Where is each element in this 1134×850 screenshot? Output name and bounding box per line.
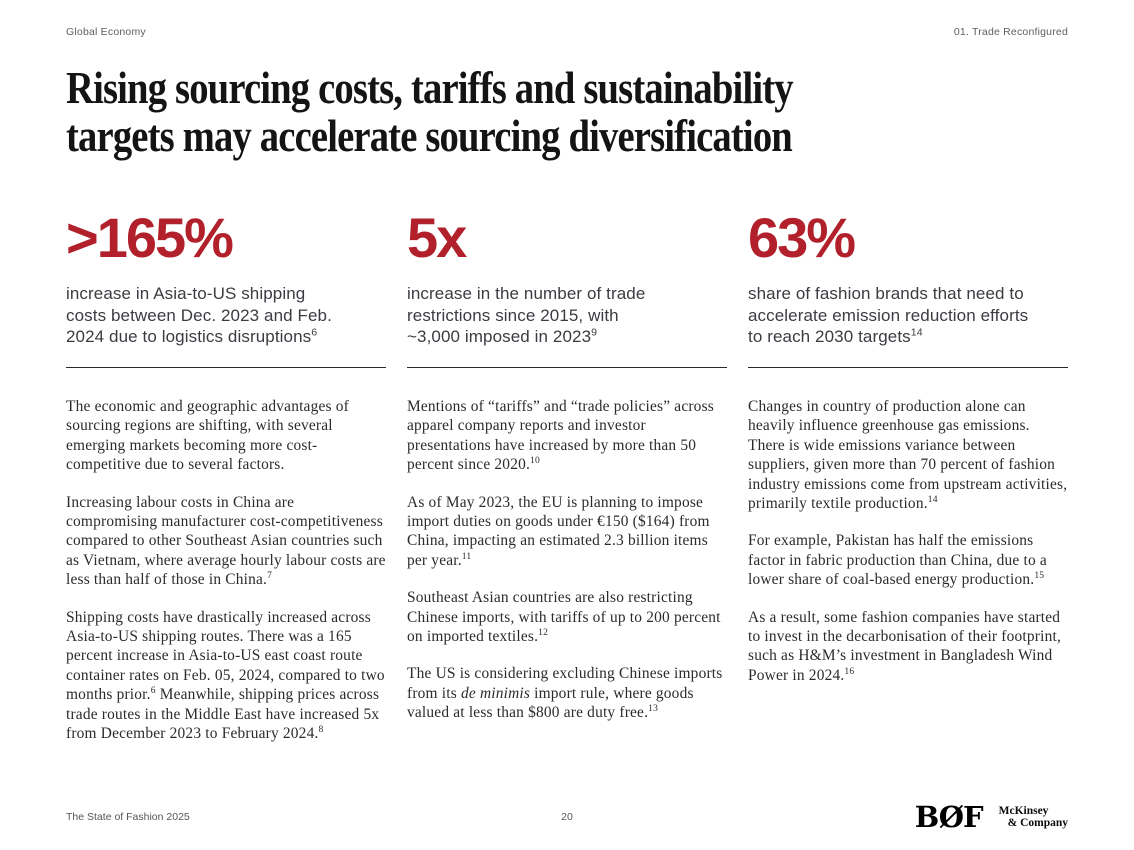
page-number: 20 xyxy=(561,811,573,823)
stat-description: share of fashion brands that need to acc… xyxy=(748,283,1068,367)
page-header: Global Economy 01. Trade Reconfigured xyxy=(66,26,1068,38)
page-title: Rising sourcing costs, tariffs and susta… xyxy=(66,64,963,160)
stat-description-line: increase in Asia-to-US shipping xyxy=(66,284,306,303)
header-section-label: Global Economy xyxy=(66,26,146,38)
stat-description-line: ~3,000 imposed in 20239 xyxy=(407,326,598,346)
stat-description-line: 2024 due to logistics disruptions6 xyxy=(66,326,318,346)
column-shipping-costs: >165% increase in Asia-to-US shipping co… xyxy=(66,210,386,762)
stat-description-line: accelerate emission reduction efforts xyxy=(748,305,1029,325)
body-paragraph: Mentions of “tariffs” and “trade policie… xyxy=(407,398,714,474)
column-divider xyxy=(748,367,1068,368)
body-copy: The economic and geographic advantages o… xyxy=(66,368,386,744)
body-paragraph: The US is considering excluding Chinese … xyxy=(407,665,723,722)
column-divider xyxy=(66,367,386,368)
report-title: The State of Fashion 2025 xyxy=(66,811,190,823)
stat-value: 63% xyxy=(748,206,856,269)
column-trade-restrictions: 5x increase in the number of trade restr… xyxy=(407,210,727,762)
mckinsey-logo-line-1: McKinsey xyxy=(998,804,1049,817)
body-paragraph: Increasing labour costs in China are com… xyxy=(66,493,386,589)
header-chapter-label: 01. Trade Reconfigured xyxy=(953,26,1068,38)
stat-description: increase in Asia-to-US shipping costs be… xyxy=(66,283,386,367)
stat-columns: >165% increase in Asia-to-US shipping co… xyxy=(66,210,1068,762)
footnote-marker: 9 xyxy=(591,326,598,339)
mckinsey-logo: McKinsey & Company xyxy=(999,805,1068,830)
stat-description-line: to reach 2030 targets14 xyxy=(748,326,923,346)
body-paragraph: Shipping costs have drastically increase… xyxy=(66,608,385,743)
column-emissions: 63% share of fashion brands that need to… xyxy=(748,210,1068,762)
footer-logos: BØF McKinsey & Company xyxy=(914,799,1068,834)
body-paragraph: For example, Pakistan has half the emiss… xyxy=(748,532,1047,589)
body-paragraph: As of May 2023, the EU is planning to im… xyxy=(407,493,710,569)
column-divider xyxy=(407,367,727,368)
stat-description: increase in the number of trade restrict… xyxy=(407,283,727,367)
stat-description-line: restrictions since 2015, with xyxy=(407,305,619,325)
page-footer: The State of Fashion 2025 20 BØF McKinse… xyxy=(66,800,1068,834)
body-copy: Changes in country of production alone c… xyxy=(748,368,1068,685)
body-copy: Mentions of “tariffs” and “trade policie… xyxy=(407,368,727,723)
stat-description-line: share of fashion brands that need to xyxy=(748,284,1024,303)
stat-value: >165% xyxy=(66,206,234,269)
page-title-line-2: targets may accelerate sourcing diversif… xyxy=(66,110,793,161)
body-paragraph: The economic and geographic advantages o… xyxy=(66,398,349,474)
footnote-marker: 14 xyxy=(910,326,923,339)
body-paragraph: Changes in country of production alone c… xyxy=(748,398,1068,513)
body-paragraph: Southeast Asian countries are also restr… xyxy=(407,589,721,646)
stat-value: 5x xyxy=(407,206,467,269)
stat-description-line: increase in the number of trade xyxy=(407,284,646,303)
footnote-marker: 6 xyxy=(311,326,318,339)
mckinsey-logo-line-2: & Company xyxy=(1007,817,1068,829)
bof-logo: BØF xyxy=(914,799,984,834)
body-paragraph: As a result, some fashion companies have… xyxy=(748,608,1062,684)
stat-description-line: costs between Dec. 2023 and Feb. xyxy=(66,305,332,325)
page-title-line-1: Rising sourcing costs, tariffs and susta… xyxy=(66,62,794,113)
